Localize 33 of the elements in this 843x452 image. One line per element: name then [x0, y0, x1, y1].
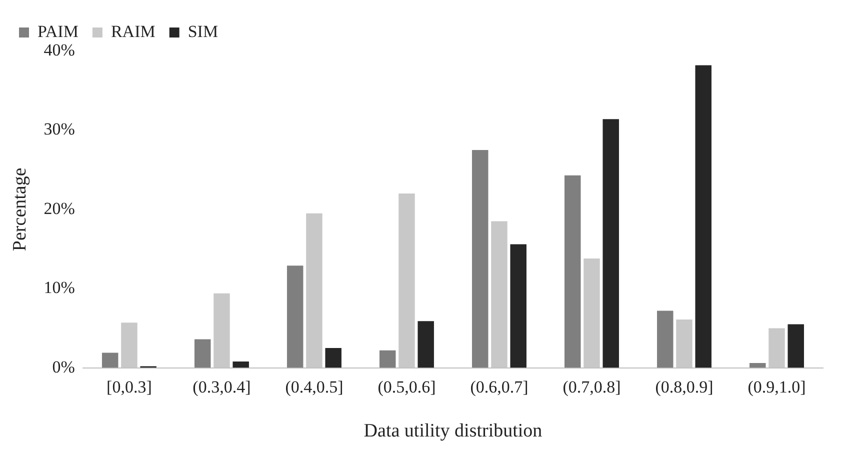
y-axis-title: Percentage [9, 168, 30, 252]
bar [564, 175, 581, 368]
bar [194, 339, 211, 368]
legend-label: SIM [188, 22, 218, 41]
x-axis-title: Data utility distribution [364, 420, 543, 442]
bar [657, 310, 674, 368]
bar [232, 361, 249, 368]
y-tick-label: 0% [52, 357, 75, 376]
bar [325, 348, 342, 368]
x-tick-label: (0.8,0.9] [655, 377, 714, 396]
bar [750, 363, 766, 368]
x-tick-label: (0.7,0.8] [562, 377, 621, 396]
bar [510, 244, 526, 368]
y-tick-label: 40% [44, 40, 75, 60]
bar [472, 150, 488, 368]
bar [418, 321, 434, 368]
legend-label: RAIM [110, 22, 156, 41]
bar [602, 119, 619, 368]
bar [695, 65, 712, 368]
bar [102, 352, 118, 368]
x-tick-label: (0.3,0.4] [192, 377, 251, 396]
bar [286, 266, 304, 368]
y-tick-label: 20% [44, 198, 75, 218]
x-tick-label: (0.6,0.7] [470, 377, 528, 396]
bar [788, 324, 804, 368]
y-tick-label: 10% [44, 278, 75, 298]
legend-label: PAIM [38, 22, 78, 41]
x-tick-label: [0,0.3] [106, 377, 152, 396]
x-tick-label: (0.9,1.0] [748, 377, 806, 396]
bar [379, 350, 396, 368]
x-tick-label: (0.4,0.5] [285, 377, 344, 396]
y-tick-label: 30% [44, 120, 75, 139]
x-tick-label: (0.5,0.6] [378, 377, 436, 396]
